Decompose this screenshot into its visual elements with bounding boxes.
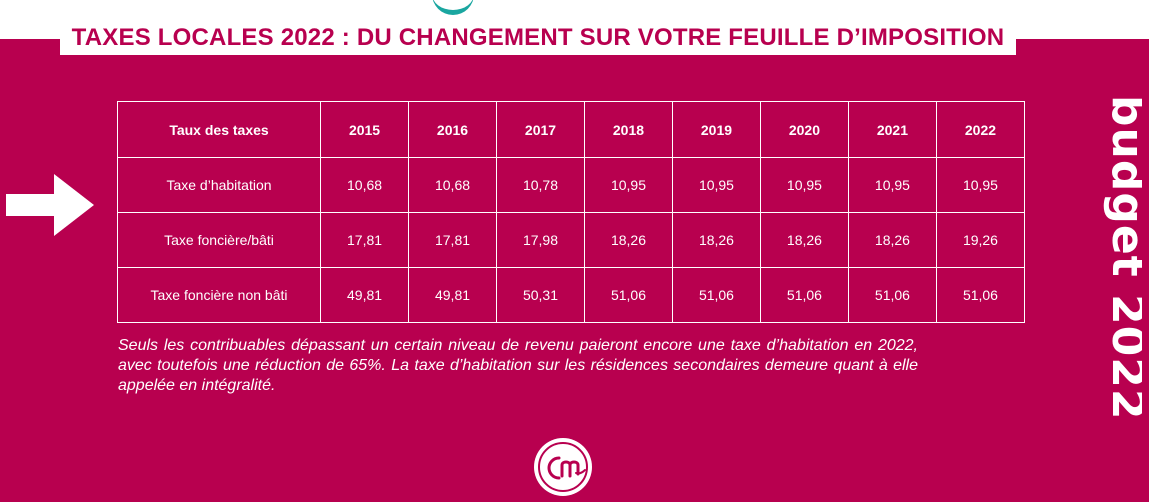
table-cell: 49,81 — [320, 267, 410, 323]
table-cell: 17,81 — [408, 212, 497, 268]
table-header-cell: 2015 — [320, 101, 410, 158]
tax-rate-table-container: Taux des taxes 2015 2016 2017 2018 2019 … — [116, 101, 1026, 323]
table-cell: 17,81 — [320, 212, 410, 268]
table-cell: 10,78 — [496, 157, 585, 213]
table-row: Taxe foncière non bâti 49,81 49,81 50,31… — [116, 267, 1026, 323]
table-cell: 18,26 — [671, 212, 761, 268]
title-banner: TAXES LOCALES 2022 : DU CHANGEMENT SUR V… — [60, 21, 1016, 55]
table-header-cell: 2017 — [496, 101, 585, 158]
table-header-cell: 2018 — [583, 101, 673, 158]
table-cell: 51,06 — [847, 267, 937, 323]
table-row-label: Taxe foncière/bâti — [116, 212, 322, 268]
teal-arc-decoration — [432, 0, 474, 15]
table-header-cell: 2016 — [408, 101, 497, 158]
table-row: Taxe d’habitation 10,68 10,68 10,78 10,9… — [116, 157, 1026, 213]
table-cell: 19,26 — [935, 212, 1026, 268]
table-cell: 50,31 — [496, 267, 585, 323]
budget-2022-vertical-label: budget 2022 — [1102, 95, 1142, 420]
table-header-cell: 2021 — [847, 101, 937, 158]
table-cell: 18,26 — [583, 212, 673, 268]
table-header-cell: 2020 — [759, 101, 849, 158]
table-cell: 10,95 — [935, 157, 1026, 213]
tax-rate-table: Taux des taxes 2015 2016 2017 2018 2019 … — [116, 101, 1026, 323]
table-cell: 17,98 — [496, 212, 585, 268]
table-row-label: Taxe foncière non bâti — [116, 267, 322, 323]
budget-2022-text: budget 2022 — [1102, 95, 1142, 420]
cm-logo-icon — [534, 438, 592, 496]
table-header-cell: 2019 — [671, 101, 761, 158]
table-cell: 49,81 — [408, 267, 497, 323]
table-cell: 51,06 — [671, 267, 761, 323]
arrow-right-icon — [6, 174, 94, 236]
table-cell: 51,06 — [935, 267, 1026, 323]
table-cell: 10,95 — [759, 157, 849, 213]
table-cell: 10,95 — [847, 157, 937, 213]
table-row: Taxe foncière/bâti 17,81 17,81 17,98 18,… — [116, 212, 1026, 268]
table-row-label: Taxe d’habitation — [116, 157, 322, 213]
table-cell: 18,26 — [847, 212, 937, 268]
table-cell: 10,95 — [671, 157, 761, 213]
table-header-cell: 2022 — [935, 101, 1026, 158]
table-cell: 10,68 — [320, 157, 410, 213]
table-header-cell: Taux des taxes — [116, 101, 322, 158]
table-cell: 10,95 — [583, 157, 673, 213]
note-text: Seuls les contribuables dépassant un cer… — [118, 337, 918, 394]
table-cell: 18,26 — [759, 212, 849, 268]
table-cell: 10,68 — [408, 157, 497, 213]
table-cell: 51,06 — [583, 267, 673, 323]
table-header-row: Taux des taxes 2015 2016 2017 2018 2019 … — [116, 101, 1026, 158]
page-title: TAXES LOCALES 2022 : DU CHANGEMENT SUR V… — [71, 24, 1005, 51]
table-cell: 51,06 — [759, 267, 849, 323]
